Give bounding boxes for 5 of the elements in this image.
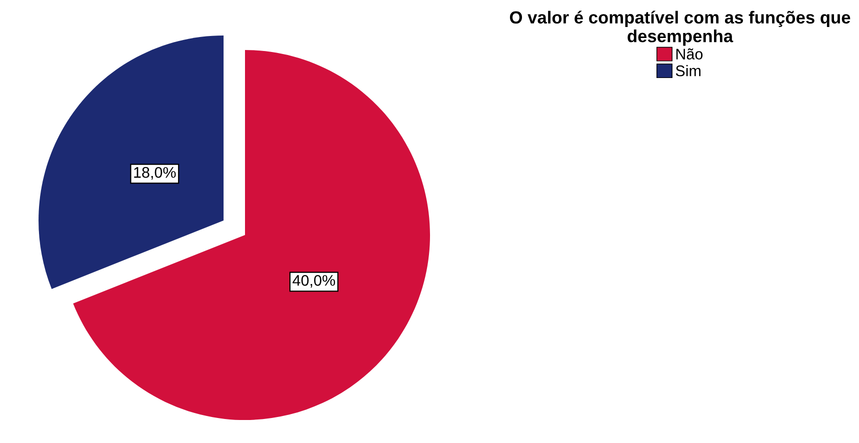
legend-label: Sim xyxy=(676,65,700,76)
legend-label: Não xyxy=(676,48,703,60)
data-label: 18,0% xyxy=(134,167,176,180)
legend-title: O valor é compatível com as funções que desempenha xyxy=(510,10,850,46)
data-label: 40,0% xyxy=(292,275,336,288)
